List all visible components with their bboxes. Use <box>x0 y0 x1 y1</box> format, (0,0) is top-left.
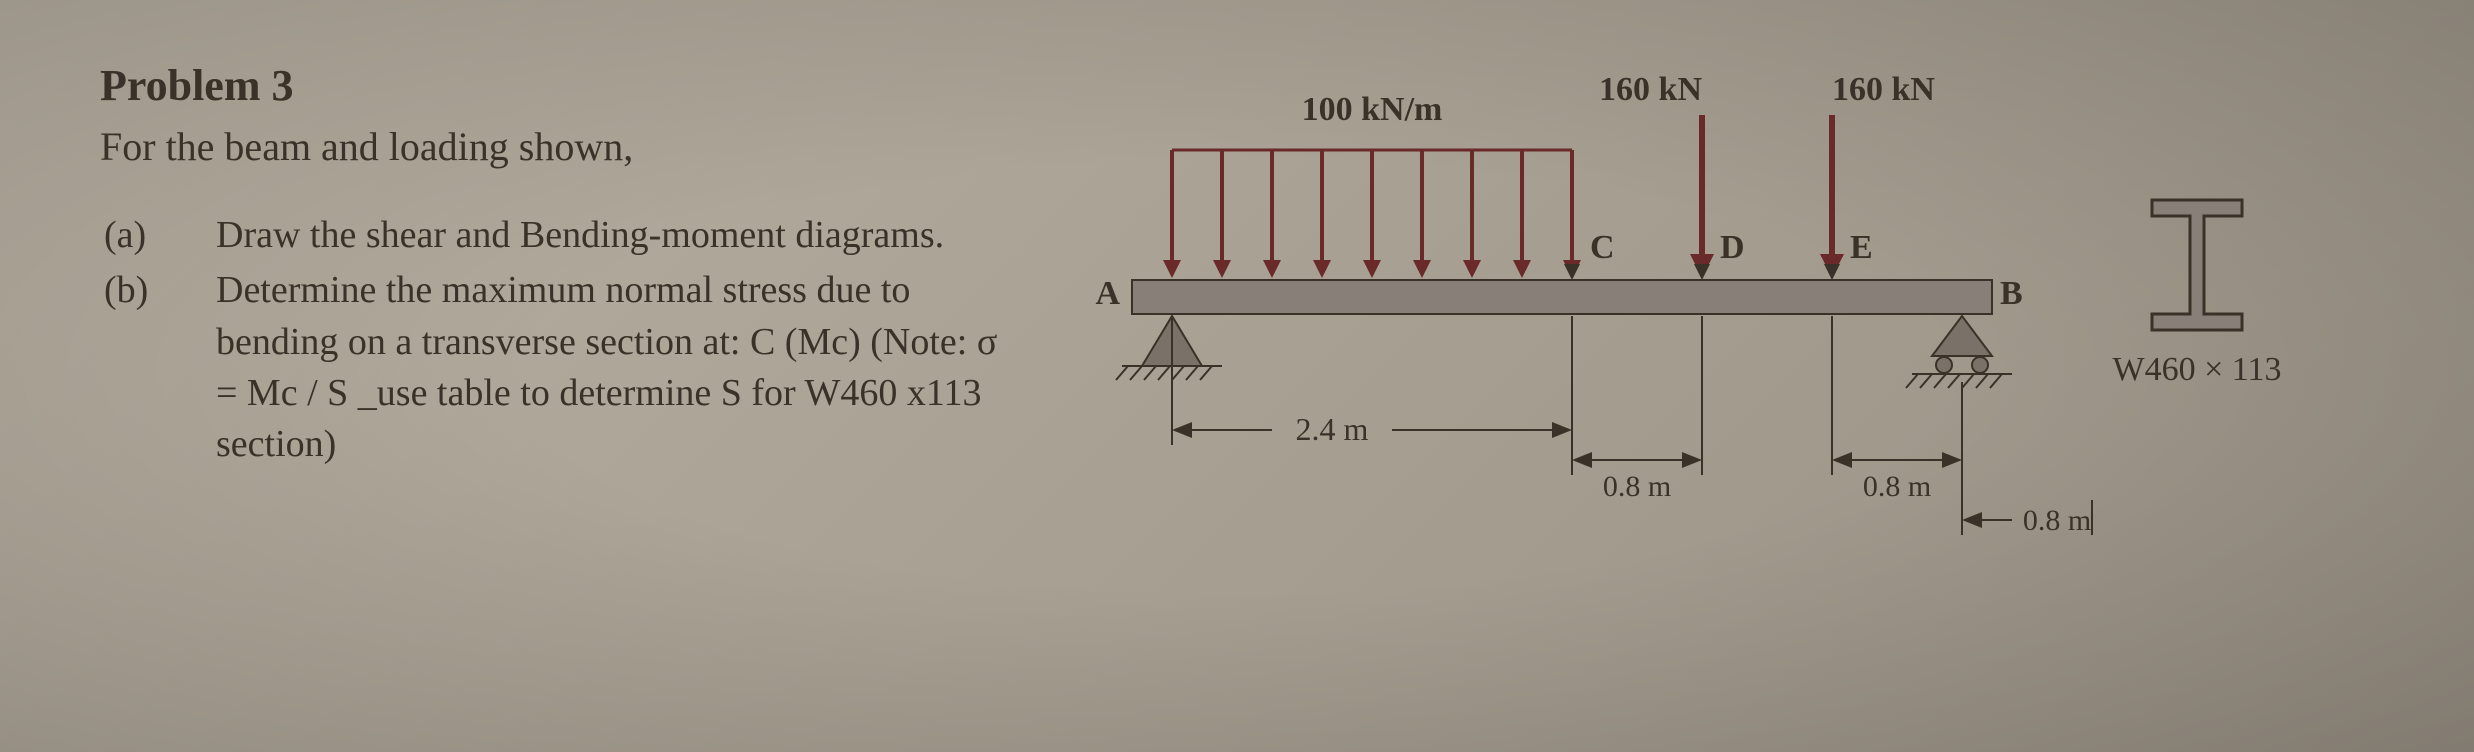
dim-label-0-8m-cant: 0.8 m <box>2023 504 2091 537</box>
support-roller-B <box>1906 316 2012 388</box>
part-text-b: Determine the maximum normal stress due … <box>216 269 997 465</box>
point-label-A: A <box>1095 275 1120 312</box>
distributed-load: 100 kN/m <box>1163 91 1581 278</box>
ibeam-icon <box>2152 200 2242 330</box>
beam-body <box>1132 280 1992 314</box>
beam-tick-marks <box>1564 264 1840 280</box>
part-text-a: Draw the shear and Bending-moment diagra… <box>216 214 944 256</box>
ibeam-label: W460 × 113 <box>2112 351 2281 388</box>
point-label-C: C <box>1590 229 1615 266</box>
text-column: Problem 3 For the beam and loading shown… <box>100 60 1020 620</box>
point-loads: 160 kN 160 kN <box>1599 71 1935 278</box>
dim-label-2-4m: 2.4 m <box>1296 411 1369 447</box>
figure-column: 100 kN/m 160 kN 160 kN <box>1060 60 2374 620</box>
content-row: Problem 3 For the beam and loading shown… <box>100 60 2374 620</box>
dim-0-8m-cant: 0.8 m <box>1962 500 2092 537</box>
problem-title: Problem 3 <box>100 60 1020 111</box>
point-load-arrow-2 <box>1820 115 1844 278</box>
dim-label-0-8m-eb: 0.8 m <box>1863 470 1931 503</box>
point-load-arrow-1 <box>1690 115 1714 278</box>
point-load-1-label: 160 kN <box>1599 71 1702 108</box>
beam-diagram-svg: 100 kN/m 160 kN 160 kN <box>1060 60 2374 620</box>
page-container: Problem 3 For the beam and loading shown… <box>0 0 2474 752</box>
point-load-2-label: 160 kN <box>1832 71 1935 108</box>
part-label-b: (b) <box>160 265 216 316</box>
problem-part-b: (b)Determine the maximum normal stress d… <box>160 265 1020 470</box>
distributed-load-label: 100 kN/m <box>1302 91 1443 128</box>
ibeam-section <box>2152 200 2242 330</box>
dim-2-4m: 2.4 m <box>1172 316 1572 475</box>
support-pin-A <box>1116 316 1222 380</box>
dim-0-8m-cd: 0.8 m <box>1572 316 1702 503</box>
point-label-D: D <box>1720 229 1745 266</box>
problem-intro: For the beam and loading shown, <box>100 123 1020 170</box>
point-label-E: E <box>1850 229 1873 266</box>
point-label-B: B <box>2000 275 2023 312</box>
problem-part-a: (a)Draw the shear and Bending-moment dia… <box>160 210 1020 261</box>
part-label-a: (a) <box>160 210 216 261</box>
dim-label-0-8m-cd: 0.8 m <box>1603 470 1671 503</box>
distributed-load-arrows <box>1163 150 1581 278</box>
problem-parts-list: (a)Draw the shear and Bending-moment dia… <box>100 210 1020 470</box>
